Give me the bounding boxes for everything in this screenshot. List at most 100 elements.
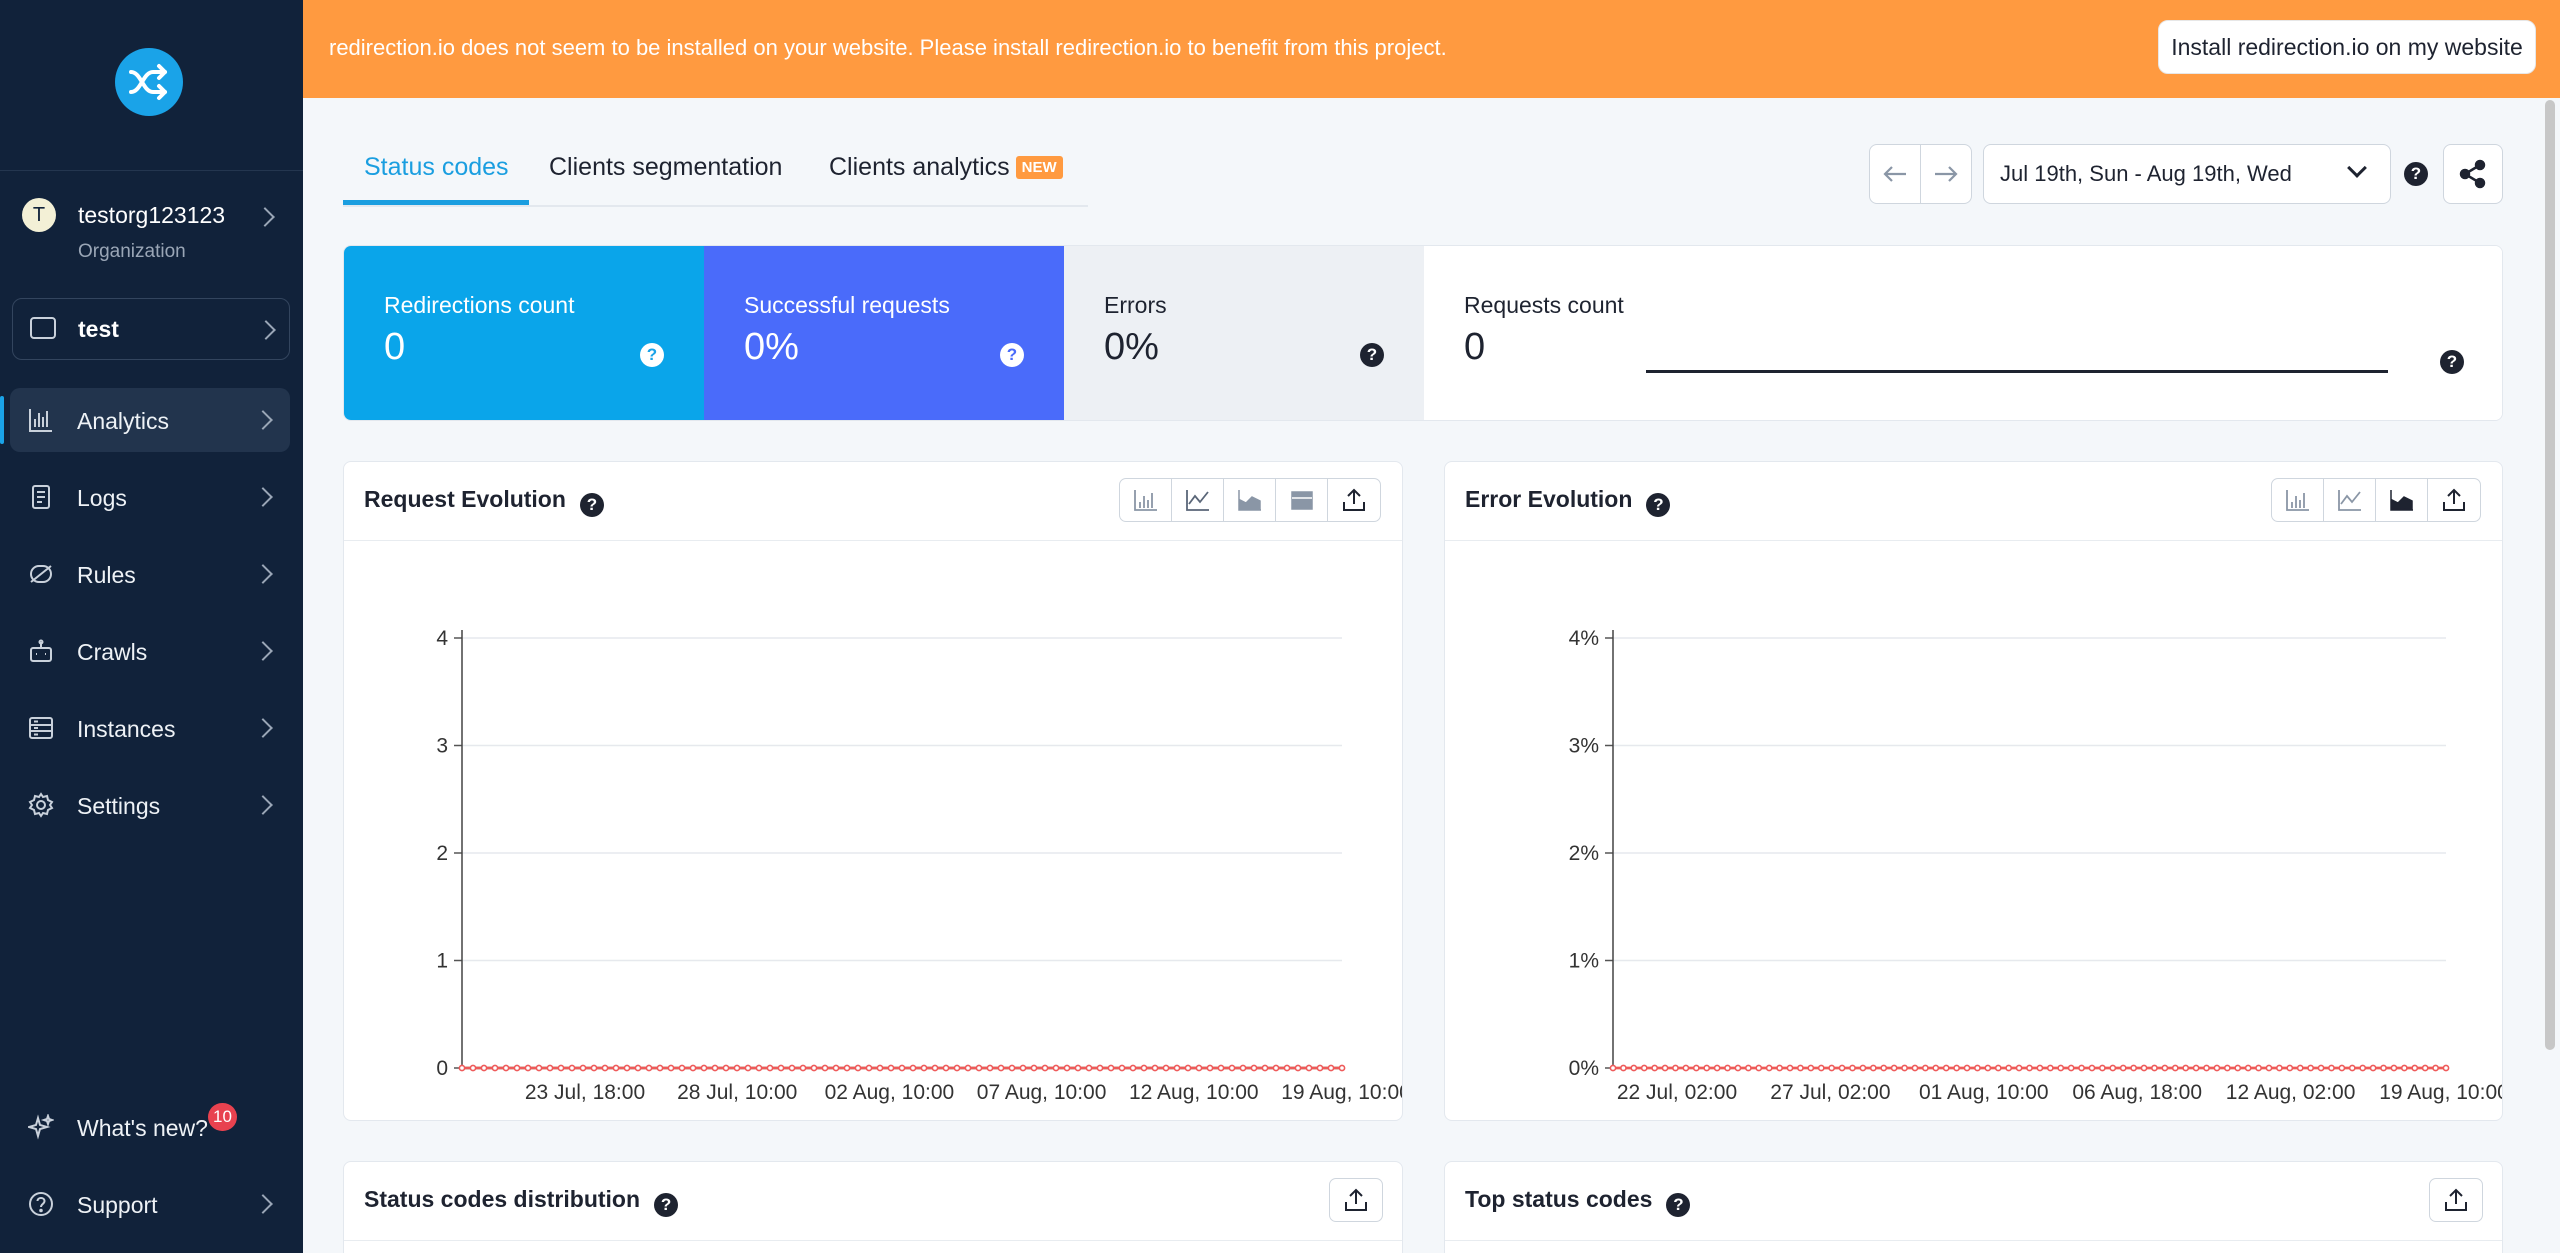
y-tick-label: 4% [1569, 627, 1599, 650]
active-tab-indicator [343, 200, 529, 205]
data-point [854, 1064, 862, 1072]
requests-sparkline [1646, 370, 2388, 373]
sidebar-item-rules[interactable]: Rules [10, 542, 290, 606]
data-point [678, 1064, 686, 1072]
data-point [2442, 1064, 2450, 1072]
data-point [1085, 1064, 1093, 1072]
area-chart-button[interactable] [1224, 479, 1276, 521]
bar-chart-icon [1133, 490, 1157, 511]
date-range-value: Jul 19th, Sun - Aug 19th, Wed [2000, 161, 2292, 186]
data-point [1661, 1064, 1669, 1072]
data-point [1630, 1064, 1638, 1072]
share-button[interactable] [2443, 144, 2503, 204]
kpi-strip: Redirections count 0 ? Successful reques… [343, 245, 2503, 421]
y-tick-label: 4 [436, 627, 448, 650]
data-point [667, 1064, 675, 1072]
data-point [2130, 1064, 2138, 1072]
help-icon[interactable]: ? [654, 1193, 679, 1217]
data-point [612, 1064, 620, 1072]
data-point [1703, 1064, 1711, 1072]
sidebar-item-analytics[interactable]: Analytics [0, 388, 290, 452]
y-tick-label: 3 [436, 735, 448, 758]
tab-clients-analytics[interactable]: Clients analytics NEW [829, 153, 1063, 182]
data-point [2380, 1064, 2387, 1072]
stacked-area-icon [1290, 491, 1313, 510]
line-chart-button[interactable] [1172, 479, 1224, 521]
data-point [1195, 1064, 1203, 1072]
install-button[interactable]: Install redirection.io on my website [2158, 20, 2536, 74]
x-tick-label: 01 Aug, 10:00 [1919, 1081, 2049, 1104]
data-point [744, 1064, 752, 1072]
chevron-down-icon [2347, 158, 2367, 178]
data-point [1984, 1064, 1992, 1072]
help-icon[interactable]: ? [1000, 343, 1024, 367]
data-point [931, 1064, 939, 1072]
panel-header-divider [1445, 1240, 2502, 1241]
export-button[interactable] [1328, 479, 1380, 521]
data-point [1129, 1064, 1137, 1072]
help-icon[interactable]: ? [1646, 493, 1671, 517]
data-point [843, 1064, 851, 1072]
data-point [1052, 1064, 1060, 1072]
area-chart-icon [2389, 490, 2413, 511]
data-point [887, 1064, 895, 1072]
bar-chart-icon [29, 409, 52, 432]
previous-period-button[interactable] [1869, 144, 1921, 204]
tab-clients-segmentation[interactable]: Clients segmentation [549, 153, 783, 181]
data-point [2005, 1064, 2013, 1072]
sidebar-item-logs[interactable]: Logs [10, 465, 290, 529]
data-point [1272, 1064, 1280, 1072]
sidebar-item-crawls[interactable]: Crawls [10, 619, 290, 683]
data-point [1228, 1064, 1236, 1072]
bar-chart-button[interactable] [1120, 479, 1172, 521]
data-point [2234, 1064, 2242, 1072]
data-point [1838, 1064, 1846, 1072]
data-point [2338, 1064, 2346, 1072]
line-chart-button[interactable] [2324, 479, 2376, 521]
sidebar-item-support[interactable]: Support [10, 1172, 290, 1236]
bar-chart-button[interactable] [2272, 479, 2324, 521]
date-range-select[interactable]: Jul 19th, Sun - Aug 19th, Wed [1983, 144, 2391, 204]
sidebar-item-label: Logs [77, 485, 127, 511]
data-point [898, 1064, 906, 1072]
data-point [557, 1064, 565, 1072]
date-help-icon[interactable]: ? [2404, 162, 2428, 186]
stacked-area-button[interactable] [1276, 479, 1328, 521]
data-point [700, 1064, 708, 1072]
new-badge: NEW [1015, 156, 1063, 179]
next-period-button[interactable] [1920, 144, 1972, 204]
sidebar-item-label: Instances [77, 716, 176, 742]
banner-message: redirection.io does not seem to be insta… [329, 35, 1447, 60]
sidebar-item-settings[interactable]: Settings [10, 773, 290, 837]
help-icon[interactable]: ? [1666, 1193, 1691, 1217]
area-chart-button[interactable] [2376, 479, 2428, 521]
data-point [821, 1064, 829, 1072]
data-point [1776, 1064, 1783, 1072]
export-button[interactable] [2428, 479, 2480, 521]
data-point [975, 1064, 983, 1072]
redirection-logo-icon[interactable] [115, 48, 183, 116]
error-evolution-chart: 0% 1% 2% 3% 4% 22 Jul, 02:00 27 Jul, 02:00 01 A… [1569, 627, 2502, 1104]
export-button[interactable] [1330, 1179, 1382, 1221]
kpi-label: Requests count [1464, 292, 1624, 318]
data-point [2359, 1064, 2367, 1072]
help-icon[interactable]: ? [1360, 343, 1384, 367]
help-icon[interactable]: ? [579, 493, 604, 517]
data-point [2151, 1064, 2158, 1072]
tab-status-codes[interactable]: Status codes [364, 153, 509, 181]
organization-switcher[interactable]: T testorg123123 Organization [22, 198, 282, 268]
project-switcher[interactable]: test [12, 298, 290, 360]
help-icon[interactable]: ? [640, 343, 664, 367]
data-point [2192, 1064, 2200, 1072]
project-name: test [78, 316, 119, 342]
export-button[interactable] [2430, 1179, 2482, 1221]
page-scrollbar[interactable] [2545, 100, 2555, 1050]
data-point [2411, 1064, 2419, 1072]
help-icon[interactable]: ? [2440, 350, 2464, 374]
sidebar-item-whats-new[interactable]: What's new? 10 [10, 1095, 290, 1159]
data-point [964, 1064, 972, 1072]
data-point [1849, 1064, 1856, 1072]
data-point [1724, 1064, 1731, 1072]
sidebar-item-instances[interactable]: Instances [10, 696, 290, 760]
arrow-left-icon [1883, 166, 1906, 182]
